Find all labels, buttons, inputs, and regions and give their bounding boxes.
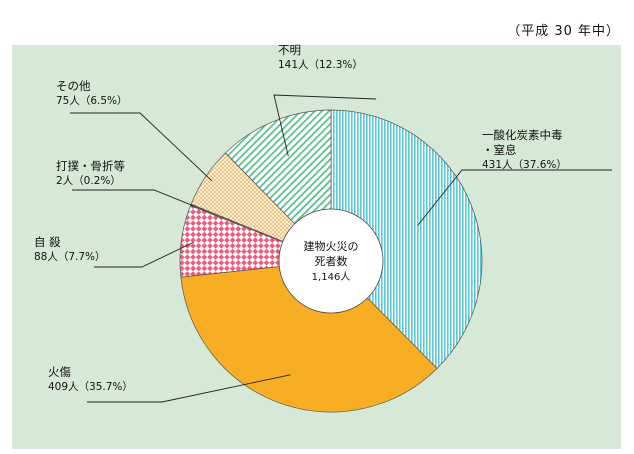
label-unknown-name: 不明 bbox=[278, 43, 301, 57]
label-bruise-fracture-value: 2人（0.2%） bbox=[56, 175, 121, 187]
leader-bruise-fracture bbox=[72, 189, 194, 207]
label-co-poisoning-value: 431人（37.6%） bbox=[482, 159, 567, 171]
slice-burns bbox=[180, 260, 438, 413]
year-note: （平成 30 年中） bbox=[507, 24, 620, 39]
donut-hole bbox=[278, 208, 384, 314]
leader-co-poisoning bbox=[417, 169, 612, 226]
leader-suicide bbox=[94, 241, 194, 268]
label-suicide-value: 88人（7.7%） bbox=[34, 251, 106, 263]
label-suicide: 自 殺 88人（7.7%） bbox=[34, 235, 106, 265]
label-burns-name: 火傷 bbox=[48, 365, 71, 379]
label-burns-value: 409人（35.7%） bbox=[48, 381, 133, 393]
label-co-poisoning-name2: ・窒息 bbox=[482, 143, 517, 157]
donut-chart: 建物火災の 死者数 1,146人 bbox=[70, 94, 612, 413]
label-unknown-value: 141人（12.3%） bbox=[278, 59, 363, 71]
label-other-name: その他 bbox=[56, 79, 91, 93]
chart-panel: 建物火災の 死者数 1,146人 一酸化炭素中毒 ・窒息 431人（37.6%）… bbox=[12, 43, 621, 449]
label-unknown: 不明 141人（12.3%） bbox=[278, 43, 363, 73]
label-other: その他 75人（6.5%） bbox=[56, 79, 128, 109]
label-burns: 火傷 409人（35.7%） bbox=[48, 365, 133, 395]
center-label-total: 1,146人 bbox=[312, 271, 351, 283]
center-label-line1: 建物火災の bbox=[304, 239, 359, 253]
label-bruise-fracture-name: 打撲・骨折等 bbox=[56, 159, 125, 173]
label-suicide-name: 自 殺 bbox=[34, 235, 61, 249]
leader-unknown bbox=[273, 94, 377, 157]
leader-other bbox=[70, 112, 213, 182]
slice-co-poisoning bbox=[330, 109, 483, 369]
leader-burns bbox=[87, 374, 291, 403]
center-label-line2: 死者数 bbox=[315, 255, 348, 268]
label-bruise-fracture: 打撲・骨折等 2人（0.2%） bbox=[56, 159, 125, 189]
label-co-poisoning: 一酸化炭素中毒 ・窒息 431人（37.6%） bbox=[482, 128, 567, 173]
label-other-value: 75人（6.5%） bbox=[56, 95, 128, 107]
label-co-poisoning-name: 一酸化炭素中毒 bbox=[482, 128, 563, 142]
